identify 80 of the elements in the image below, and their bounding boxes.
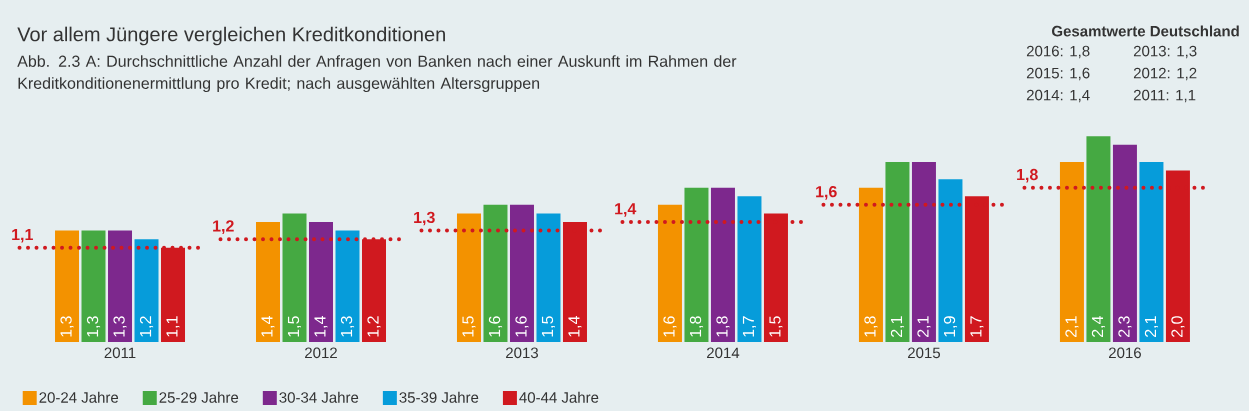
data-label: 1,4 (261, 316, 275, 337)
chart-title: Vor allem Jüngere vergleichen Kreditkonditionen (17, 26, 445, 46)
data-label: 1,8 (689, 316, 704, 337)
legend-label: 40-44 Jahre (519, 391, 599, 403)
data-label: 1,7 (742, 316, 756, 337)
legend-label: 20-24 Jahre (39, 391, 119, 403)
legend-label: 30-34 Jahre (279, 391, 359, 403)
x-tick-label: 2016 (1109, 347, 1141, 359)
data-label: 1,5 (462, 316, 476, 337)
text: 2011: 1,1 (1133, 89, 1196, 103)
bar (55, 230, 80, 342)
data-label: 1,5 (769, 316, 783, 337)
x-tick-label: 2014 (707, 347, 740, 359)
text: Gesamtwerte Deutschland (1052, 25, 1239, 37)
bar (684, 187, 709, 342)
bar (885, 161, 910, 342)
bar (335, 230, 360, 342)
data-label: 1,6 (515, 316, 529, 337)
text: 2012: 1,2 (1133, 67, 1197, 81)
bar (81, 230, 106, 342)
data-label: 1,3 (113, 316, 127, 337)
legend-label: 25-29 Jahre (159, 391, 239, 403)
text: 2013: 1,3 (1133, 45, 1197, 59)
data-label: 1,6 (488, 316, 503, 337)
legend-label: 35-39 Jahre (399, 391, 479, 403)
bar (737, 196, 762, 342)
data-label: 1,9 (943, 316, 958, 337)
bar (1112, 144, 1137, 342)
bar (509, 204, 534, 342)
data-label: 1,4 (314, 316, 328, 337)
data-label: 1,2 (367, 316, 381, 337)
data-label: 1,2 (139, 316, 154, 337)
bar (710, 187, 735, 342)
x-tick-label: 2015 (908, 347, 941, 359)
data-label: 1,6 (663, 316, 677, 337)
data-label: 1,5 (287, 316, 302, 337)
x-tick-label: 2012 (305, 347, 337, 359)
data-label: 1,5 (541, 316, 555, 337)
bar (309, 221, 333, 342)
data-label: 1,3 (60, 316, 74, 337)
bar (1139, 161, 1164, 342)
data-label: 1,3 (340, 316, 355, 337)
ref-line-label: 1,4 (615, 203, 637, 217)
data-label: 2,3 (1118, 316, 1132, 337)
data-label: 1,7 (970, 316, 984, 337)
data-label: 2,1 (890, 316, 905, 337)
bar (282, 213, 307, 342)
bar (483, 204, 508, 342)
data-label: 1,3 (86, 316, 101, 337)
ref-line-label: 1,3 (414, 211, 435, 226)
text: 2016: 1,8 (1026, 45, 1090, 59)
bar (256, 221, 280, 342)
bar (134, 239, 159, 342)
x-tick-label: 2011 (104, 347, 136, 359)
data-label: 2,1 (1144, 316, 1159, 337)
data-label: 1,8 (716, 316, 730, 337)
data-label: 1,8 (864, 316, 878, 337)
bar (657, 204, 682, 342)
bar (858, 187, 883, 342)
data-label: 1,1 (166, 316, 180, 337)
chart-subtitle: Abb. 2.3 A: Durchschnittliche Anzahl der Anfragen von Banken nach einer Auskunft im Rahmen der Kreditkonditionenermittlung pro Kredit; nach ausgewählten Altersgruppen (17, 55, 737, 93)
bar (938, 179, 963, 342)
data-label: 2,1 (917, 316, 931, 337)
x-tick-label: 2013 (506, 347, 538, 359)
ref-line-label: 1,6 (816, 186, 837, 200)
ref-line-label: 1,2 (213, 220, 234, 234)
bar (911, 161, 936, 342)
bar (536, 213, 561, 342)
data-label: 2,1 (1065, 316, 1079, 337)
bar (456, 213, 481, 342)
data-label: 2,4 (1091, 316, 1106, 337)
data-label: 2,0 (1171, 316, 1185, 337)
bar (108, 230, 133, 342)
ref-line-label: 1,8 (1017, 168, 1038, 183)
data-label: 1,4 (568, 316, 582, 337)
ref-line-label: 1,1 (12, 229, 33, 243)
text: 2015: 1,6 (1026, 67, 1090, 81)
bar (1086, 136, 1111, 342)
bar (1059, 161, 1084, 342)
text: 2014: 1,4 (1026, 89, 1090, 103)
